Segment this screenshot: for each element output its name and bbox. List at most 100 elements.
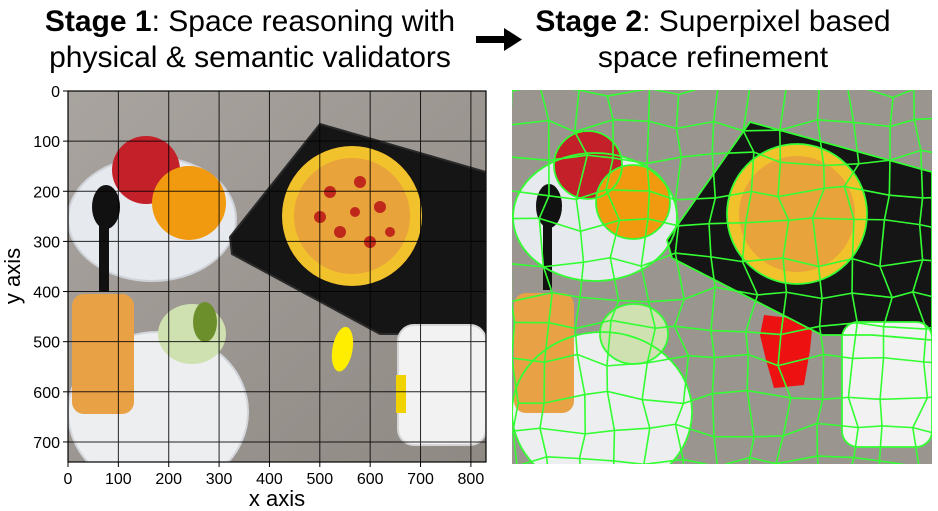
stage2-superpixel-image xyxy=(512,90,932,464)
superpixel-edge xyxy=(852,122,860,164)
superpixel-edge xyxy=(552,291,581,299)
superpixel-edge xyxy=(878,460,881,464)
x-tick-label: 700 xyxy=(407,471,434,488)
superpixel-edge xyxy=(822,165,826,189)
superpixel-edge xyxy=(866,90,894,99)
stage2-label: Stage 2 xyxy=(535,5,643,38)
superpixel-edge xyxy=(782,397,792,436)
superpixel-edge xyxy=(858,159,891,165)
superpixel-edge xyxy=(512,430,518,464)
superpixel-edge xyxy=(884,218,920,226)
superpixel-edge xyxy=(851,292,893,299)
superpixel-edge xyxy=(918,197,924,225)
superpixel-edge xyxy=(749,436,755,458)
superpixel-edge xyxy=(816,422,859,429)
superpixel-edge xyxy=(816,90,820,120)
superpixel-edge xyxy=(782,257,819,268)
superpixel-edge xyxy=(548,119,576,133)
superpixel-edge xyxy=(879,460,906,464)
mug-yellow-reflection xyxy=(396,375,406,413)
superpixel-edge xyxy=(853,427,860,458)
superpixel-edge xyxy=(577,353,608,367)
superpixel-edge xyxy=(539,428,548,458)
superpixel-edge xyxy=(821,292,853,300)
sp-pizza-top xyxy=(739,156,855,272)
superpixel-edge xyxy=(675,128,683,158)
superpixel-edge xyxy=(744,191,753,223)
superpixel-edge xyxy=(682,459,685,464)
superpixel-edge xyxy=(675,423,715,438)
superpixel-edge xyxy=(675,252,712,258)
superpixel-edge xyxy=(879,357,885,400)
superpixel-edge xyxy=(539,403,545,429)
superpixel-edge xyxy=(574,297,581,329)
superpixel-edge xyxy=(579,457,614,462)
superpixel-edge xyxy=(889,194,923,199)
superpixel-edge xyxy=(614,427,650,432)
superpixel-edge xyxy=(912,291,932,298)
superpixel-edge xyxy=(640,252,676,267)
superpixel-edge xyxy=(648,298,685,303)
cupcake-leaf xyxy=(193,302,217,342)
superpixel-edge xyxy=(790,397,823,401)
superpixel-edge xyxy=(649,423,676,429)
superpixel-edge xyxy=(847,358,854,398)
superpixel-edge xyxy=(618,299,649,303)
superpixel-edge xyxy=(926,326,932,330)
superpixel-edge xyxy=(712,389,748,395)
superpixel-edge xyxy=(641,362,649,400)
superpixel-edge xyxy=(512,90,522,92)
superpixel-edge xyxy=(711,393,715,437)
superpixel-edge xyxy=(579,231,585,263)
superpixel-edge xyxy=(542,266,553,293)
superpixel-edge xyxy=(710,330,716,358)
superpixel-edge xyxy=(607,90,646,97)
superpixel-edge xyxy=(757,291,787,296)
superpixel-edge xyxy=(576,354,586,395)
superpixel-edge xyxy=(675,94,680,129)
superpixel-edge xyxy=(922,196,932,199)
stage2-title-line2: space refinement xyxy=(597,41,829,74)
superpixel-edge xyxy=(574,328,579,355)
superpixel-edge xyxy=(544,353,578,363)
superpixel-edge xyxy=(747,389,791,399)
superpixel-edge xyxy=(889,118,915,128)
superpixel-edge xyxy=(780,292,788,335)
x-ticks: 0 100 200 300 400 500 600 700 800 xyxy=(64,462,485,488)
superpixel-edge xyxy=(818,326,825,355)
x-tick-label: 800 xyxy=(458,471,485,488)
superpixel-edge xyxy=(609,220,621,258)
superpixel-edge xyxy=(742,90,751,131)
superpixel-edge xyxy=(606,188,650,192)
superpixel-edge xyxy=(823,353,853,360)
x-tick-label: 100 xyxy=(105,471,132,488)
superpixel-edge xyxy=(782,422,818,437)
superpixel-boundaries xyxy=(512,90,932,464)
superpixel-edge xyxy=(879,399,883,426)
superpixel-edge xyxy=(674,325,712,332)
superpixel-edge xyxy=(883,325,927,330)
superpixel-edge xyxy=(891,291,914,299)
superpixel-edge xyxy=(512,301,516,323)
superpixel-edge xyxy=(605,189,621,221)
sp-spoon-handle xyxy=(543,220,552,290)
spoon xyxy=(92,185,120,229)
stage1-title: Stage 1: Space reasoning with physical &… xyxy=(0,4,500,76)
superpixel-edge xyxy=(858,425,883,429)
superpixel-edge xyxy=(610,300,620,321)
stage2-title-line1: Stage 2: Superpixel based xyxy=(508,4,918,40)
superpixel-edge xyxy=(648,120,677,130)
stage1-title-line2: physical & semantic validators xyxy=(49,41,451,74)
superpixel-edge xyxy=(539,427,586,435)
superpixel-edge xyxy=(811,217,820,267)
superpixel-edge xyxy=(708,197,717,224)
superpixel-edge xyxy=(642,398,684,405)
superpixel-edge xyxy=(708,223,712,257)
x-tick-label: 300 xyxy=(206,471,233,488)
superpixel-edge xyxy=(512,263,544,268)
superpixel-edge xyxy=(678,90,698,96)
superpixel-edge xyxy=(848,396,881,401)
superpixel-edge xyxy=(749,456,777,464)
superpixel-edge xyxy=(512,357,545,363)
superpixel-edge xyxy=(892,90,914,99)
